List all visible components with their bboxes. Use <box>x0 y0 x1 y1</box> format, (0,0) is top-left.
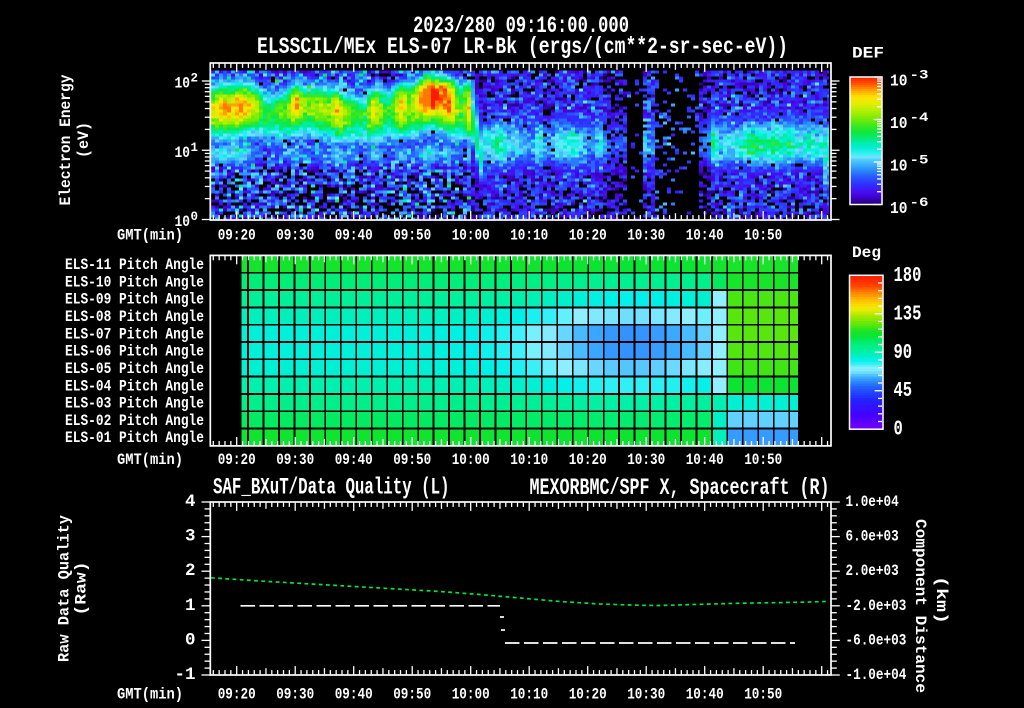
svg-text:09:40: 09:40 <box>335 451 373 469</box>
svg-text:-6.0e+03: -6.0e+03 <box>846 631 907 649</box>
svg-text:ELS-07 Pitch Angle: ELS-07 Pitch Angle <box>65 325 204 343</box>
svg-text:10:40: 10:40 <box>686 451 724 469</box>
svg-text:180: 180 <box>894 265 922 288</box>
svg-text:10:10: 10:10 <box>510 227 548 245</box>
svg-text:ELS-01 Pitch Angle: ELS-01 Pitch Angle <box>65 429 204 447</box>
svg-text:10:10: 10:10 <box>510 451 548 469</box>
svg-text:135: 135 <box>894 303 922 326</box>
svg-text:GMT(min): GMT(min) <box>117 686 183 704</box>
svg-text:(eV): (eV) <box>75 122 93 158</box>
svg-text:10:50: 10:50 <box>744 686 782 704</box>
svg-text:10: 10 <box>890 200 908 219</box>
svg-text:ELS-05 Pitch Angle: ELS-05 Pitch Angle <box>65 360 204 378</box>
svg-text:2023/280 09:16:00.000: 2023/280 09:16:00.000 <box>413 13 629 39</box>
svg-text:6.0e+03: 6.0e+03 <box>846 528 899 546</box>
svg-text:-4: -4 <box>910 110 929 125</box>
svg-text:2: 2 <box>191 72 199 86</box>
svg-text:-2.0e+03: -2.0e+03 <box>846 597 907 615</box>
svg-text:ELS-08 Pitch Angle: ELS-08 Pitch Angle <box>65 308 204 326</box>
svg-text:10:50: 10:50 <box>744 451 782 469</box>
svg-text:10:00: 10:00 <box>452 227 490 245</box>
svg-text:09:20: 09:20 <box>218 227 256 245</box>
svg-text:Raw Data Quality: Raw Data Quality <box>56 515 74 662</box>
svg-text:09:40: 09:40 <box>335 227 373 245</box>
svg-text:09:40: 09:40 <box>335 686 373 704</box>
svg-text:10: 10 <box>175 213 191 231</box>
svg-text:Electron Energy: Electron Energy <box>57 74 75 205</box>
svg-text:10: 10 <box>175 75 191 93</box>
svg-text:1: 1 <box>185 596 196 616</box>
svg-text:ELS-09 Pitch Angle: ELS-09 Pitch Angle <box>65 291 204 309</box>
svg-text:10:30: 10:30 <box>627 227 665 245</box>
svg-text:45: 45 <box>894 380 913 403</box>
svg-text:GMT(min): GMT(min) <box>117 451 183 469</box>
svg-text:10:20: 10:20 <box>569 227 607 245</box>
svg-text:09:30: 09:30 <box>276 451 314 469</box>
svg-text:Deg: Deg <box>852 244 881 262</box>
svg-text:2: 2 <box>185 561 196 581</box>
svg-text:-1: -1 <box>174 665 195 685</box>
svg-text:ELS-11 Pitch Angle: ELS-11 Pitch Angle <box>65 256 204 274</box>
svg-text:1.0e+04: 1.0e+04 <box>846 493 900 511</box>
svg-text:ELS-03 Pitch Angle: ELS-03 Pitch Angle <box>65 395 204 413</box>
svg-text:ELS-10 Pitch Angle: ELS-10 Pitch Angle <box>65 273 204 291</box>
svg-text:MEXORBMC/SPF X, Spacecraft (R): MEXORBMC/SPF X, Spacecraft (R) <box>530 475 830 501</box>
svg-text:10:20: 10:20 <box>569 686 607 704</box>
svg-text:09:50: 09:50 <box>393 451 431 469</box>
svg-text:09:50: 09:50 <box>393 227 431 245</box>
svg-text:09:30: 09:30 <box>276 686 314 704</box>
svg-text:10:20: 10:20 <box>569 451 607 469</box>
svg-text:-3: -3 <box>910 68 929 83</box>
svg-text:ELS-06 Pitch Angle: ELS-06 Pitch Angle <box>65 343 204 361</box>
svg-text:-1.0e+04: -1.0e+04 <box>846 666 907 684</box>
svg-text:3: 3 <box>185 527 196 547</box>
svg-text:0: 0 <box>894 419 903 442</box>
svg-text:0: 0 <box>185 630 196 650</box>
svg-text:09:50: 09:50 <box>393 686 431 704</box>
svg-text:-6: -6 <box>910 195 929 210</box>
svg-text:ELSSCIL/MEx ELS-07 LR-Bk (erg: ELSSCIL/MEx ELS-07 LR-Bk (ergs/(cm**2-sr… <box>257 34 788 60</box>
svg-text:10: 10 <box>890 115 908 134</box>
svg-text:10:00: 10:00 <box>452 686 490 704</box>
svg-text:10: 10 <box>175 144 191 162</box>
svg-text:90: 90 <box>894 342 913 365</box>
svg-text:(km): (km) <box>932 576 950 624</box>
svg-text:09:20: 09:20 <box>218 686 256 704</box>
svg-text:(Raw): (Raw) <box>72 562 90 616</box>
svg-text:10:40: 10:40 <box>686 227 724 245</box>
svg-text:1: 1 <box>191 141 199 155</box>
svg-text:10:30: 10:30 <box>627 451 665 469</box>
svg-text:GMT(min): GMT(min) <box>117 227 183 245</box>
svg-text:DEF: DEF <box>852 45 884 63</box>
svg-text:09:20: 09:20 <box>218 451 256 469</box>
svg-text:10:40: 10:40 <box>686 686 724 704</box>
svg-text:10: 10 <box>890 158 908 177</box>
svg-text:4: 4 <box>185 492 196 512</box>
svg-text:10:30: 10:30 <box>627 686 665 704</box>
svg-text:-5: -5 <box>910 153 929 168</box>
svg-text:ELS-04 Pitch Angle: ELS-04 Pitch Angle <box>65 377 204 395</box>
svg-text:Component Distance: Component Distance <box>911 519 929 693</box>
svg-text:10: 10 <box>890 73 908 92</box>
svg-text:0: 0 <box>191 210 199 224</box>
svg-text:10:00: 10:00 <box>452 451 490 469</box>
svg-text:2.0e+03: 2.0e+03 <box>846 562 899 580</box>
svg-text:10:50: 10:50 <box>744 227 782 245</box>
svg-text:09:30: 09:30 <box>276 227 314 245</box>
svg-text:SAF_BXuT/Data Quality (L): SAF_BXuT/Data Quality (L) <box>213 475 450 501</box>
svg-text:10:10: 10:10 <box>510 686 548 704</box>
svg-text:ELS-02 Pitch Angle: ELS-02 Pitch Angle <box>65 412 204 430</box>
